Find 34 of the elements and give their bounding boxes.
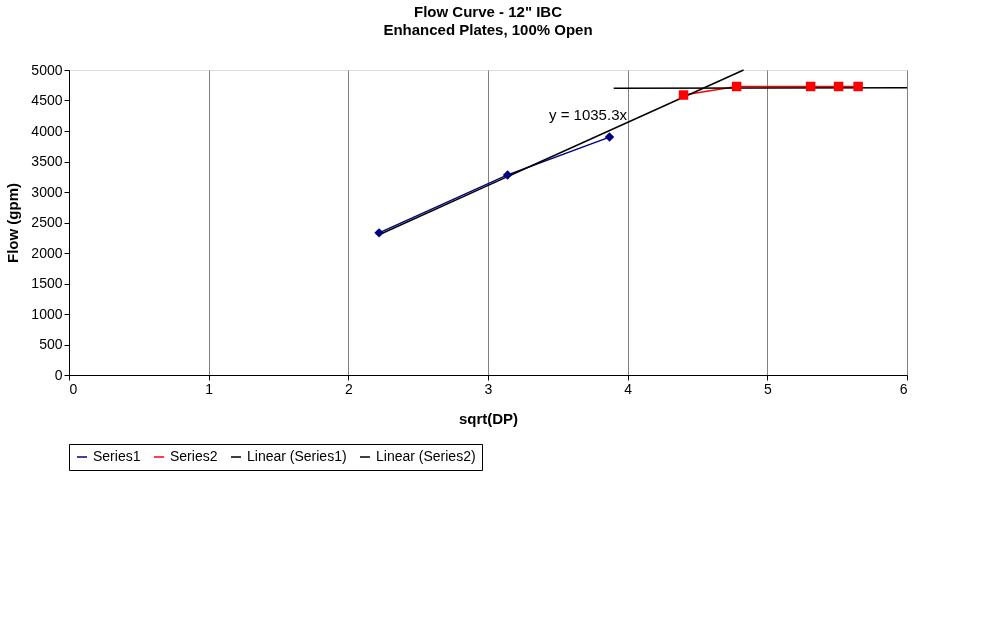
y-tick-label: 2500 — [31, 214, 63, 230]
y-tick-label: 1000 — [31, 305, 63, 322]
y-tick-label: 3500 — [31, 153, 63, 169]
chart-title: Flow Curve - 12" IBC — [414, 3, 563, 20]
x-tick-label: 4 — [624, 380, 633, 397]
annotation: y = 1035.3x — [549, 106, 628, 123]
point — [604, 132, 615, 142]
y-axis-title: Flow (gpm) — [4, 183, 22, 263]
y-tick-label: 1500 — [31, 275, 63, 291]
point — [502, 170, 513, 180]
chart-subtitle: Enhanced Plates, 100% Open — [383, 21, 593, 38]
y-tick-label: 4000 — [31, 122, 63, 139]
y-tick-label: 0 — [54, 366, 63, 383]
point — [678, 90, 689, 100]
y-tick-label: 4500 — [31, 92, 63, 108]
point — [731, 81, 742, 92]
y-tick-label: 2000 — [31, 244, 63, 261]
x-tick-label: 0 — [69, 380, 78, 397]
x-tick-label: 5 — [763, 380, 772, 397]
legend-label: Series1 — [93, 448, 141, 464]
point — [853, 81, 863, 92]
x-tick-label: 2 — [344, 380, 353, 397]
x-axis-title: sqrt(DP) — [458, 409, 519, 427]
legend-label: Linear (Series2) — [376, 448, 476, 464]
y-tick-label: 3000 — [31, 183, 63, 200]
x-tick-label: 6 — [899, 380, 908, 397]
x-tick-label: 3 — [484, 380, 493, 397]
legend-label: Linear (Series1) — [247, 448, 347, 464]
x-tick-label: 1 — [205, 380, 214, 397]
point — [833, 81, 844, 92]
legend-label: Series2 — [170, 448, 218, 464]
point — [805, 81, 816, 92]
y-tick-label: 500 — [39, 336, 63, 352]
y-tick-label: 5000 — [31, 61, 63, 78]
